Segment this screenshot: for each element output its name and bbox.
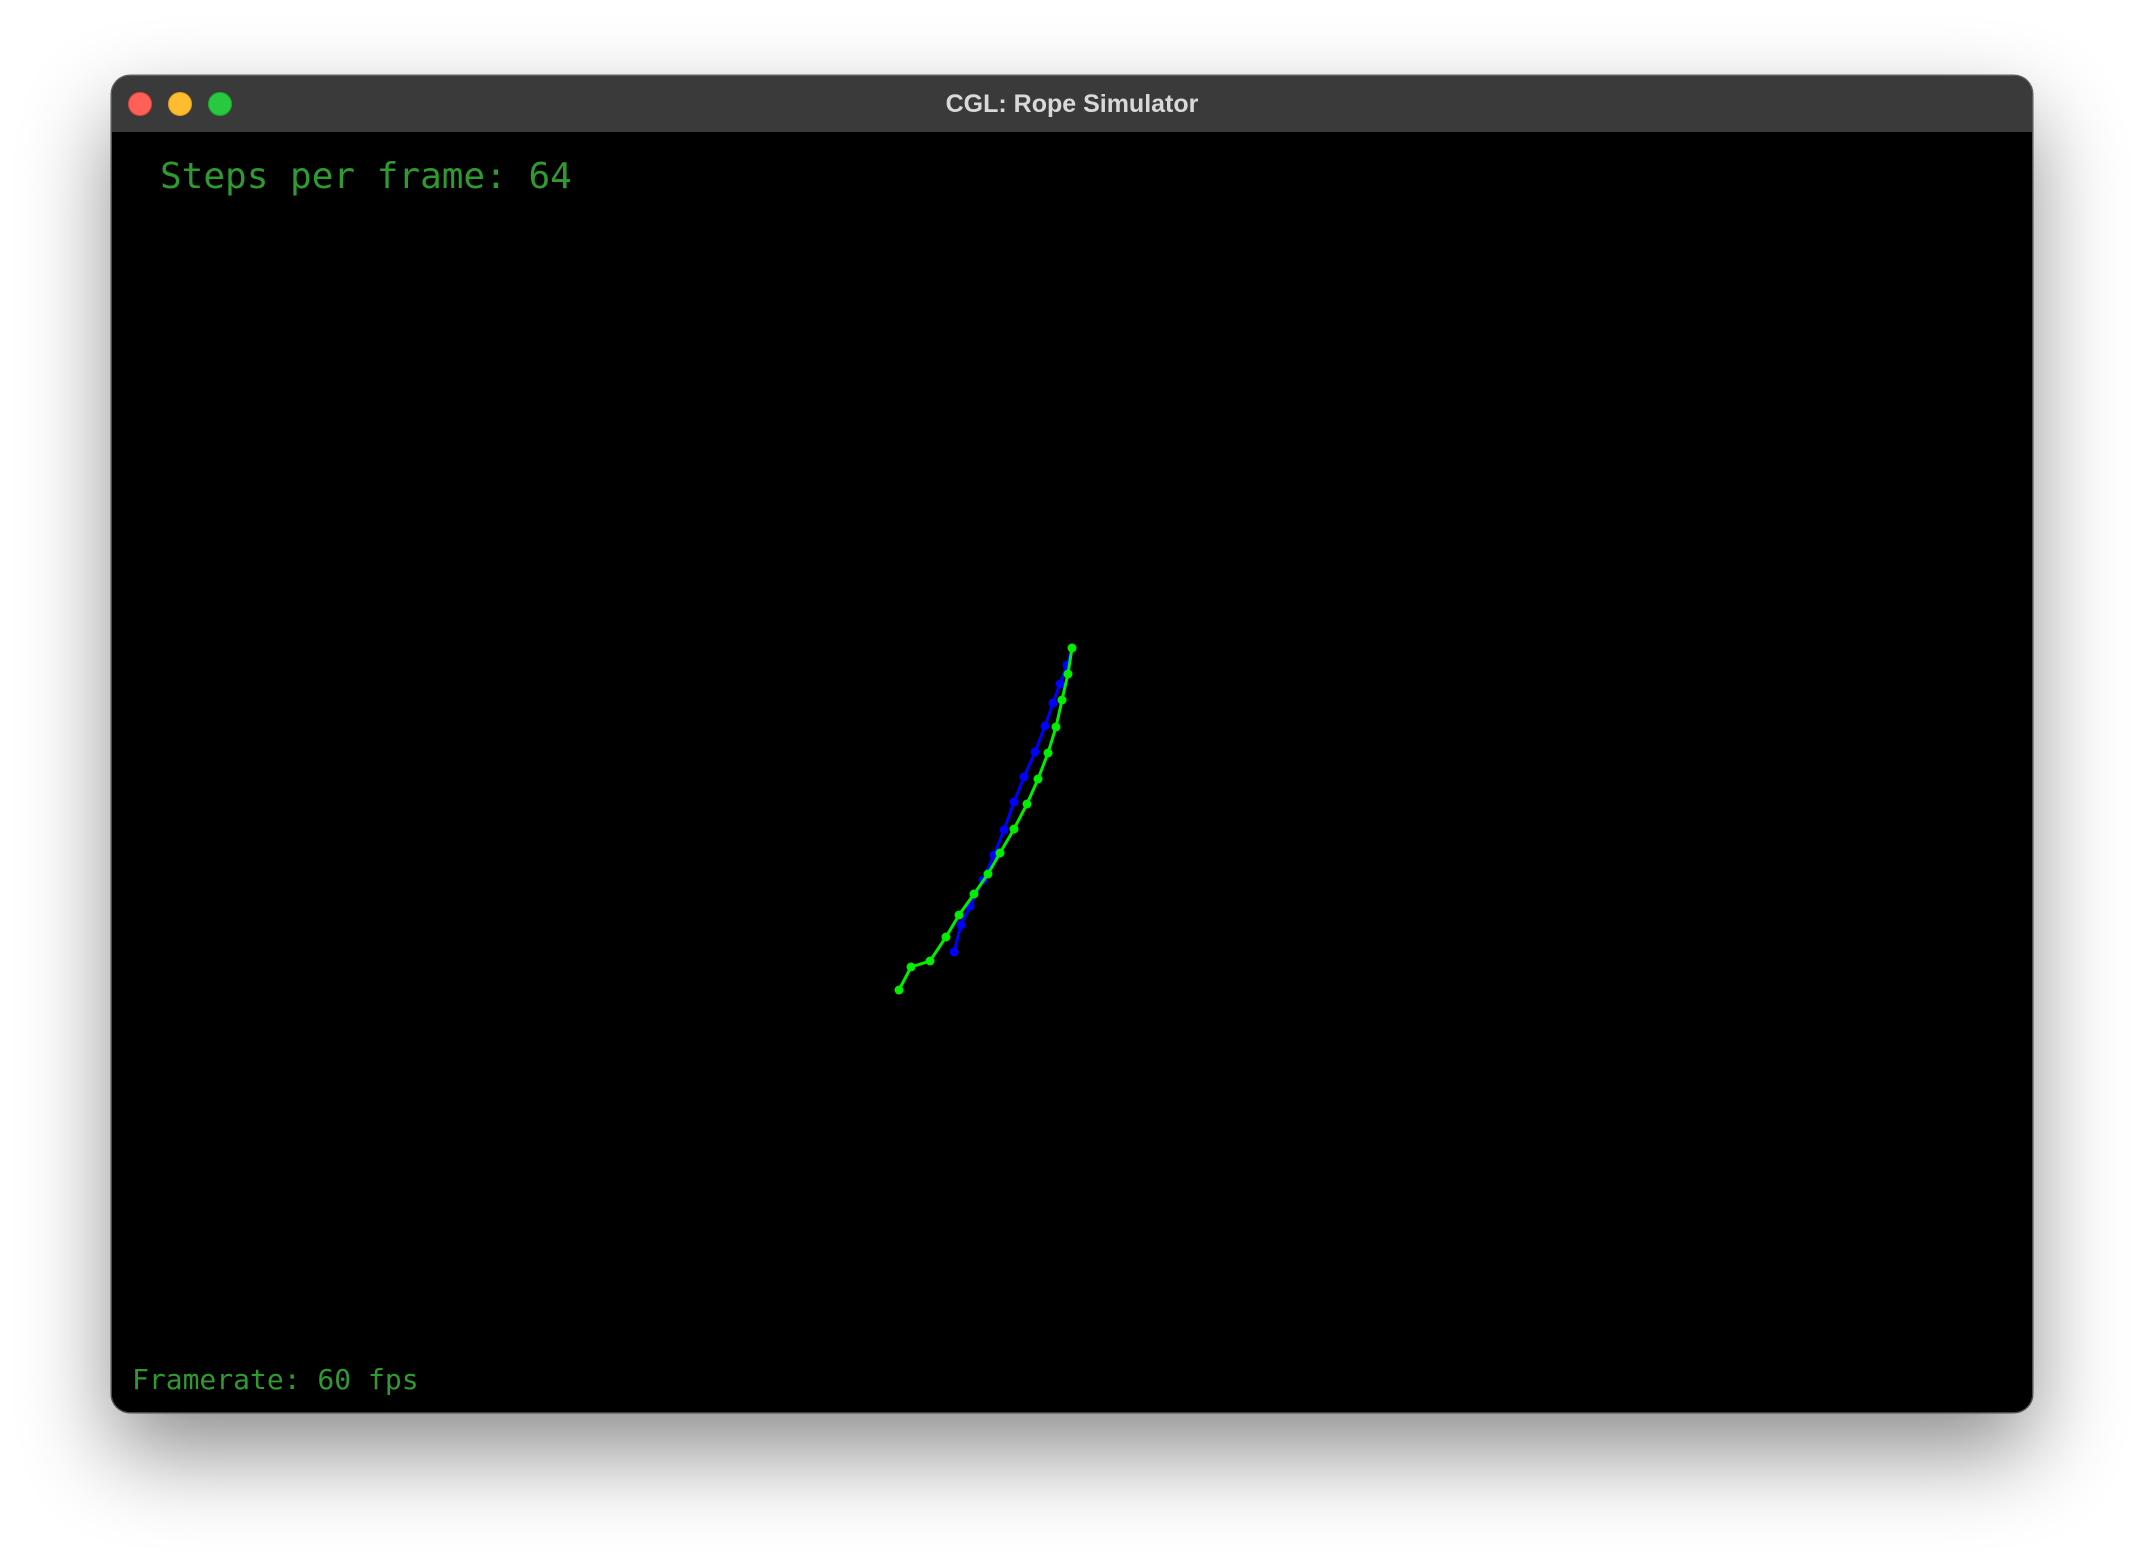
rope-green-node-7	[1009, 824, 1019, 834]
maximize-window-button[interactable]	[208, 92, 232, 116]
rope-blue-node-2	[1055, 679, 1065, 689]
rope-green-node-4	[1043, 748, 1053, 758]
rope-blue-node-6	[1019, 772, 1029, 782]
close-window-button[interactable]	[128, 92, 152, 116]
rope-green-node-15	[894, 985, 904, 995]
rope-scene	[894, 643, 1077, 995]
rope-green-node-2	[1057, 695, 1067, 705]
app-window: CGL: Rope Simulator Steps per frame: 64 …	[112, 76, 2032, 1412]
simulation-canvas[interactable]: Steps per frame: 64 Framerate: 60 fps	[112, 132, 2032, 1412]
steps-per-frame-label: Steps per frame: 64	[160, 156, 572, 197]
rope-blue-node-4	[1040, 721, 1050, 731]
rope-blue	[949, 643, 1077, 957]
window-title: CGL: Rope Simulator	[945, 90, 1199, 118]
rope-green-segments	[897, 647, 1074, 991]
rope-green-node-9	[983, 869, 993, 879]
rope-green	[894, 643, 1077, 995]
rope-blue-node-3	[1048, 698, 1058, 708]
minimize-window-button[interactable]	[168, 92, 192, 116]
rope-green-node-0	[1067, 643, 1077, 653]
rope-green-node-1	[1063, 669, 1073, 679]
rope-green-node-5	[1033, 774, 1043, 784]
rope-blue-node-7	[1009, 797, 1019, 807]
rope-green-node-14	[906, 962, 916, 972]
rope-green-node-3	[1051, 722, 1061, 732]
rope-green-node-8	[995, 848, 1005, 858]
rope-green-node-11	[954, 910, 964, 920]
rope-green-node-12	[941, 932, 951, 942]
rope-green-node-13	[925, 956, 935, 966]
rope-green-node-6	[1022, 799, 1032, 809]
rope-blue-node-8	[999, 825, 1009, 835]
rope-blue-node-5	[1030, 747, 1040, 757]
rope-blue-node-13	[949, 947, 959, 957]
framerate-label: Framerate: 60 fps	[132, 1363, 419, 1396]
rope-blue-node-12	[956, 920, 966, 930]
title-bar[interactable]: CGL: Rope Simulator	[112, 76, 2032, 133]
rope-green-node-10	[969, 889, 979, 899]
